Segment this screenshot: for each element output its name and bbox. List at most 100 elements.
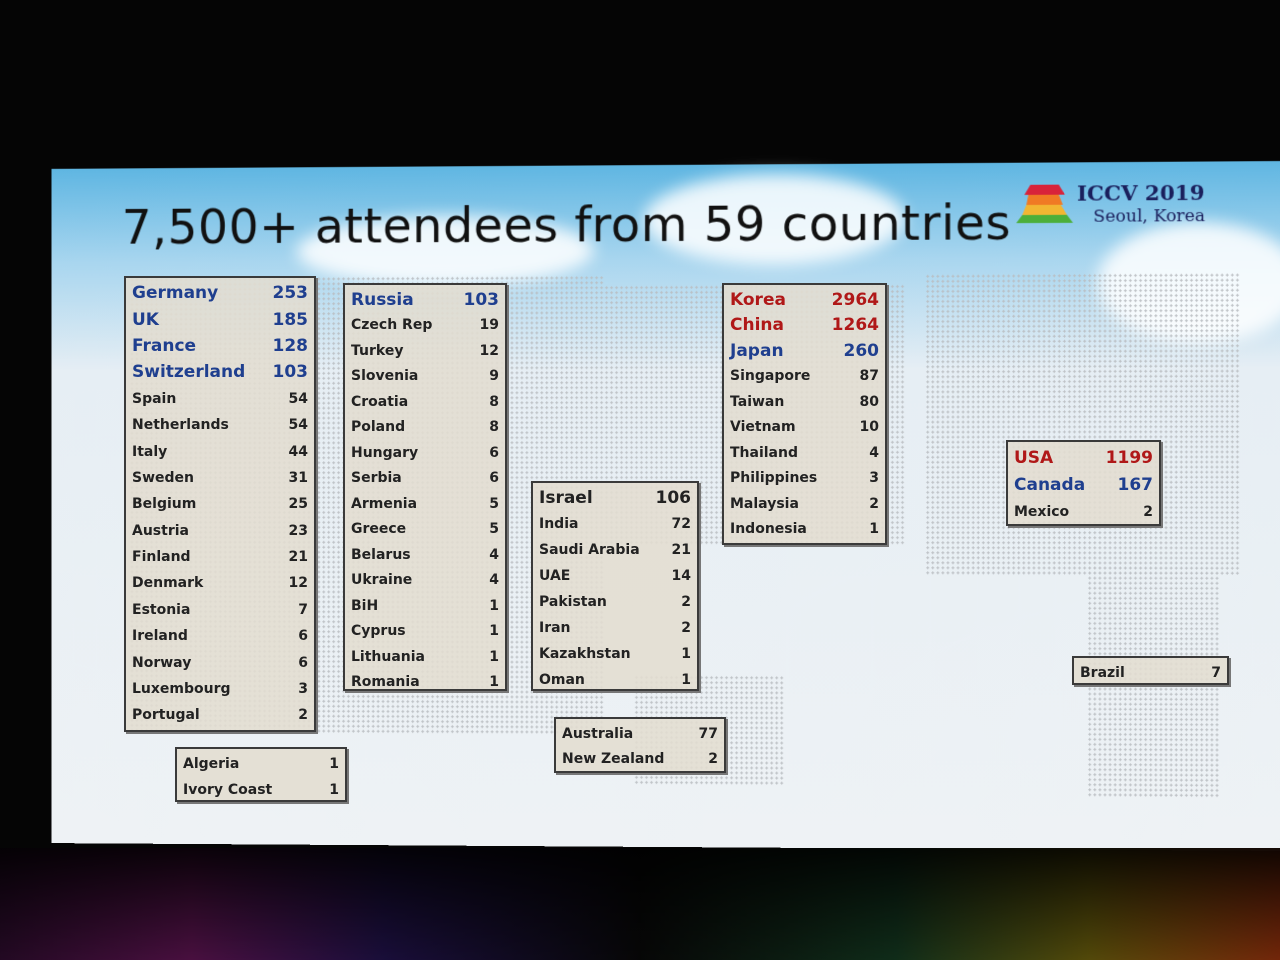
attendee-count: 1199 bbox=[1105, 447, 1153, 468]
country-row: Malaysia 2 bbox=[730, 491, 879, 517]
country-name: Norway bbox=[132, 654, 192, 671]
country-name: Brazil bbox=[1080, 664, 1125, 681]
presentation-slide: 7,500+ attendees from 59 countries ICCV … bbox=[51, 161, 1280, 851]
attendee-count: 6 bbox=[298, 628, 308, 645]
country-row: Netherlands 54 bbox=[132, 412, 308, 438]
country-row: India 72 bbox=[539, 511, 691, 537]
country-box-north-america: USA 1199 Canada 167 Mexico 2 bbox=[1006, 440, 1161, 526]
country-name: Finland bbox=[132, 549, 191, 566]
attendee-count: 1 bbox=[869, 521, 879, 538]
country-name: New Zealand bbox=[562, 750, 665, 767]
country-name: Canada bbox=[1014, 474, 1086, 495]
attendee-count: 31 bbox=[288, 469, 308, 486]
country-row: Cyprus 1 bbox=[351, 619, 499, 645]
country-row: Portugal 2 bbox=[132, 702, 308, 728]
country-name: Germany bbox=[132, 283, 219, 304]
country-name: Belarus bbox=[351, 546, 411, 563]
stage-floor bbox=[0, 848, 1280, 960]
attendee-count: 10 bbox=[859, 419, 879, 436]
attendee-count: 2 bbox=[708, 750, 718, 767]
country-row: Taiwan 80 bbox=[730, 389, 879, 415]
country-name: Mexico bbox=[1014, 503, 1070, 520]
attendee-count: 2 bbox=[681, 620, 691, 636]
country-row: Thailand 4 bbox=[730, 440, 879, 466]
attendee-count: 19 bbox=[479, 317, 499, 334]
country-name: Romania bbox=[351, 674, 420, 691]
country-name: Iran bbox=[539, 620, 571, 636]
country-row: Belarus 4 bbox=[351, 542, 499, 568]
country-name: Netherlands bbox=[132, 417, 229, 434]
country-name: Estonia bbox=[132, 601, 191, 618]
attendee-count: 6 bbox=[489, 444, 499, 461]
country-row: Ireland 6 bbox=[132, 623, 308, 649]
country-row: Estonia 7 bbox=[132, 597, 308, 623]
country-row: Iran 2 bbox=[539, 615, 691, 641]
attendee-count: 72 bbox=[671, 516, 691, 532]
attendee-count: 2 bbox=[681, 594, 691, 610]
attendee-count: 103 bbox=[463, 289, 500, 310]
country-name: Croatia bbox=[351, 393, 409, 410]
country-row: Canada 167 bbox=[1014, 471, 1153, 498]
attendee-count: 87 bbox=[859, 368, 879, 385]
logo-subtitle: Seoul, Korea bbox=[1093, 205, 1206, 227]
country-name: Austria bbox=[132, 522, 189, 539]
country-name: Korea bbox=[730, 289, 786, 310]
country-name: UAE bbox=[539, 568, 571, 584]
country-name: Slovenia bbox=[351, 368, 419, 385]
attendee-count: 6 bbox=[298, 654, 308, 671]
attendee-count: 54 bbox=[288, 390, 308, 407]
attendee-count: 253 bbox=[272, 283, 309, 304]
country-row: Japan 260 bbox=[730, 338, 879, 364]
country-name: Philippines bbox=[730, 470, 818, 487]
country-row: UAE 14 bbox=[539, 563, 691, 589]
country-row: Australia 77 bbox=[562, 721, 718, 746]
attendee-count: 2964 bbox=[831, 289, 879, 310]
country-row: Indonesia 1 bbox=[730, 517, 879, 543]
country-row: BiH 1 bbox=[351, 593, 499, 619]
country-row: Turkey 12 bbox=[351, 338, 499, 364]
attendee-count: 1264 bbox=[831, 315, 879, 336]
attendee-count: 1 bbox=[681, 646, 691, 662]
attendee-count: 7 bbox=[1211, 664, 1221, 681]
world-map-north-america bbox=[925, 272, 1240, 576]
country-name: India bbox=[539, 516, 579, 532]
country-row: Saudi Arabia 21 bbox=[539, 537, 691, 563]
country-name: Pakistan bbox=[539, 594, 607, 610]
attendee-count: 14 bbox=[671, 568, 691, 584]
country-row: Israel 106 bbox=[539, 485, 691, 511]
attendee-count: 8 bbox=[489, 393, 499, 410]
country-name: Poland bbox=[351, 419, 406, 436]
attendee-count: 3 bbox=[869, 470, 879, 487]
country-row: Croatia 8 bbox=[351, 389, 499, 415]
country-row: Algeria 1 bbox=[183, 751, 339, 777]
country-name: Algeria bbox=[183, 756, 240, 772]
attendee-count: 1 bbox=[489, 597, 499, 614]
country-name: UK bbox=[132, 309, 159, 330]
country-row: Ukraine 4 bbox=[351, 568, 499, 594]
country-name: Ireland bbox=[132, 628, 188, 645]
country-row: Pakistan 2 bbox=[539, 589, 691, 615]
iccv-logo: ICCV 2019 Seoul, Korea bbox=[1014, 179, 1258, 231]
country-name: Cyprus bbox=[351, 623, 406, 640]
slide-title: 7,500+ attendees from 59 countries bbox=[121, 194, 1012, 256]
country-row: Spain 54 bbox=[132, 386, 308, 412]
country-name: Greece bbox=[351, 521, 407, 538]
country-row: Finland 21 bbox=[132, 544, 308, 570]
country-row: Oman 1 bbox=[539, 667, 691, 693]
country-row: Hungary 6 bbox=[351, 440, 499, 466]
country-name: Israel bbox=[539, 488, 593, 508]
country-row: Vietnam 10 bbox=[730, 415, 879, 441]
attendee-count: 1 bbox=[489, 674, 499, 691]
attendee-count: 106 bbox=[655, 488, 692, 508]
country-row: Switzerland 103 bbox=[132, 359, 308, 385]
country-row: Poland 8 bbox=[351, 415, 499, 441]
country-box-europe-1: Germany 253 UK 185 France 128 Switzerland 103 Sp… bbox=[124, 276, 316, 732]
country-name: Vietnam bbox=[730, 419, 796, 436]
country-box-oceania: Australia 77 New Zealand 2 bbox=[554, 717, 726, 773]
country-name: Singapore bbox=[730, 368, 811, 385]
country-row: Serbia 6 bbox=[351, 466, 499, 492]
country-row: Luxembourg 3 bbox=[132, 676, 308, 702]
attendee-count: 21 bbox=[288, 549, 308, 566]
country-name: Indonesia bbox=[730, 521, 807, 538]
attendee-count: 1 bbox=[489, 623, 499, 640]
